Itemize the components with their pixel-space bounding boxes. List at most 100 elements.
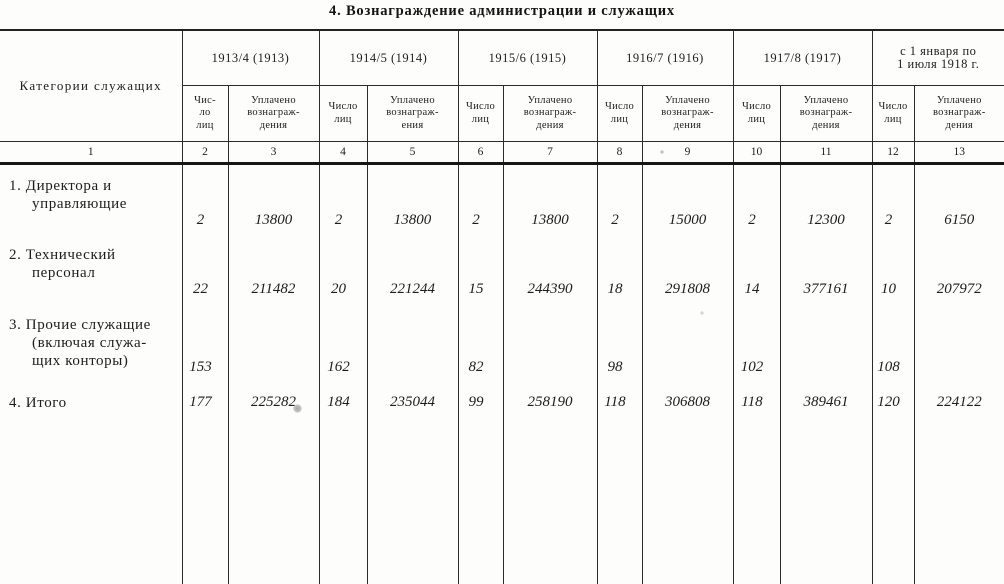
cell-value: 18	[596, 242, 642, 316]
cell-value: 235044	[366, 389, 458, 430]
cell-value: 162	[318, 316, 367, 389]
cell-value: 2	[732, 163, 780, 242]
cell-value: 82	[457, 316, 503, 389]
cell-value: 13800	[366, 163, 458, 242]
cell-value: 13800	[227, 163, 319, 242]
cell-value: 6150	[913, 163, 1004, 242]
cell-value: 291808	[641, 242, 733, 316]
table-row-directors: 1. Директора и управляющие 2 13800 2 138…	[0, 163, 1004, 242]
empty-cell	[0, 430, 182, 584]
col-number: 4	[318, 141, 367, 165]
cell-value: 15	[457, 242, 503, 316]
count-header: Чис- ло лиц	[181, 85, 228, 142]
empty-cell	[457, 430, 503, 584]
cell-value	[779, 316, 872, 389]
empty-cell	[641, 430, 733, 584]
col-number: 6	[457, 141, 503, 165]
cell-value: 99	[457, 389, 503, 430]
cell-value: 2	[457, 163, 503, 242]
empty-cell	[732, 430, 780, 584]
cell-value	[913, 316, 1004, 389]
row-label: 4. Итого	[9, 395, 67, 411]
cell-value: 20	[318, 242, 367, 316]
col-number: 7	[502, 141, 597, 165]
table-row-total: 4. Итого 177 225282 184 235044 99 258190…	[0, 389, 1004, 430]
document-title: 4. Вознаграждение администрации и служащ…	[329, 3, 675, 19]
empty-cell	[366, 430, 458, 584]
cell-value: 2	[871, 163, 914, 242]
cell-value: 2	[596, 163, 642, 242]
cell-value: 15000	[641, 163, 733, 242]
cell-value: 22	[181, 242, 228, 316]
cell-value: 225282	[227, 389, 319, 430]
count-header: Число лиц	[732, 85, 780, 142]
paid-header: Уплачено вознаграж- дения	[779, 85, 872, 142]
year-header-1914: 1914/5 (1914)	[318, 30, 458, 86]
col-number: 12	[871, 141, 914, 165]
empty-filler-row	[0, 430, 1004, 584]
paid-header: Уплачено вознаграж- ения	[366, 85, 458, 142]
year-header-row: Категории служащих 1913/4 (1913) 1914/5 …	[0, 30, 1004, 142]
col-number: 1	[0, 141, 182, 165]
col-number: 10	[732, 141, 780, 165]
column-number-row: 1 2 3 4 5 6 7 8 9 10 11 12 13	[0, 141, 1004, 165]
cell-value	[227, 316, 319, 389]
cell-value: 184	[318, 389, 367, 430]
table-row-technical-staff: 2. Технический персонал 22 211482 20 221…	[0, 242, 1004, 316]
sub-header-row: Чис- ло лиц Уплачено вознаграж- дения Чи…	[0, 85, 1004, 142]
cell-value: 377161	[779, 242, 872, 316]
cell-value: 108	[871, 316, 914, 389]
row-label: 3. Прочие служащие (включая служа- щих к…	[9, 317, 151, 369]
col-number: 11	[779, 141, 872, 165]
cell-value: 389461	[779, 389, 872, 430]
cell-value: 221244	[366, 242, 458, 316]
cell-value: 118	[596, 389, 642, 430]
cell-value: 207972	[913, 242, 1004, 316]
scan-artifact-dot	[700, 311, 704, 315]
ink-smudge	[293, 404, 302, 413]
empty-cell	[913, 430, 1004, 584]
paid-header: Уплачено вознаграж- дения	[641, 85, 733, 142]
cell-value: 10	[871, 242, 914, 316]
cell-value: 244390	[502, 242, 597, 316]
cell-value	[366, 316, 458, 389]
cell-value: 258190	[502, 389, 597, 430]
count-header: Число лиц	[457, 85, 503, 142]
year-header-1915: 1915/6 (1915)	[457, 30, 597, 86]
cell-value: 120	[871, 389, 914, 430]
scan-artifact-dot	[660, 150, 664, 154]
cell-value: 12300	[779, 163, 872, 242]
empty-cell	[227, 430, 319, 584]
paid-header: Уплачено вознаграж- дения	[502, 85, 597, 142]
cell-value: 2	[181, 163, 228, 242]
empty-cell	[779, 430, 872, 584]
year-header-1913: 1913/4 (1913)	[181, 30, 319, 86]
year-header-1918: с 1 января по 1 июля 1918 г.	[871, 30, 1004, 86]
col-number: 3	[227, 141, 319, 165]
table-row-other-employees: 3. Прочие служащие (включая служа- щих к…	[0, 316, 1004, 389]
cell-value: 98	[596, 316, 642, 389]
paid-header: Уплачено вознаграж- дения	[227, 85, 319, 142]
cell-value: 2	[318, 163, 367, 242]
cell-value: 102	[732, 316, 780, 389]
cell-value: 14	[732, 242, 780, 316]
cell-value	[502, 316, 597, 389]
cell-value: 211482	[227, 242, 319, 316]
remuneration-table: Категории служащих 1913/4 (1913) 1914/5 …	[0, 29, 1004, 584]
cell-value: 306808	[641, 389, 733, 430]
count-header: Число лиц	[318, 85, 367, 142]
col-number: 9	[641, 141, 733, 165]
cell-value: 13800	[502, 163, 597, 242]
paid-header: Уплачено вознаграж- дения	[913, 85, 1004, 142]
year-header-1916: 1916/7 (1916)	[596, 30, 733, 86]
category-header-cell: Категории служащих	[0, 30, 183, 142]
cell-value: 224122	[913, 389, 1004, 430]
empty-cell	[871, 430, 914, 584]
row-label: 1. Директора и управляющие	[9, 178, 127, 212]
cell-value: 118	[732, 389, 780, 430]
row-label: 2. Технический персонал	[9, 247, 116, 281]
col-number: 2	[181, 141, 228, 165]
cell-value: 177	[181, 389, 228, 430]
col-number: 5	[366, 141, 458, 165]
